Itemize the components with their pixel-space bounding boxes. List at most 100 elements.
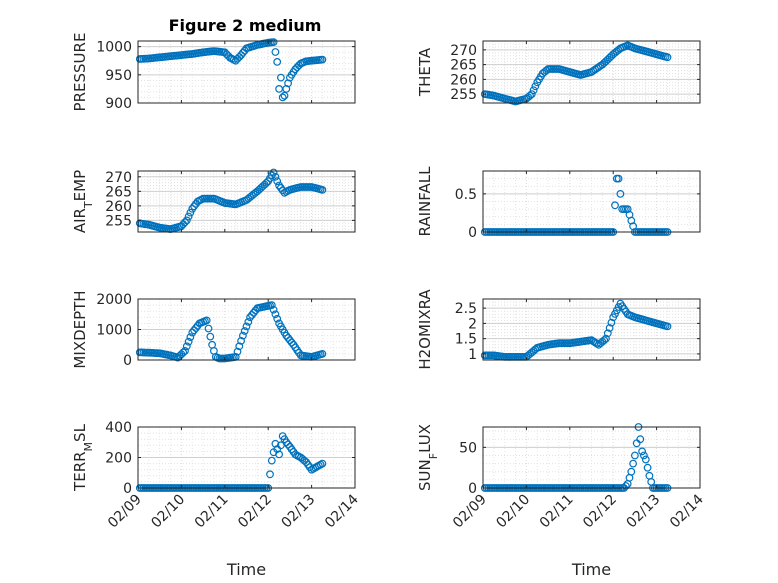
data-point xyxy=(663,53,672,62)
y-tick-label: 400 xyxy=(105,420,132,436)
x-tick-label: 02/09 xyxy=(105,492,145,532)
data-point xyxy=(526,91,534,100)
data-point xyxy=(271,310,280,319)
data-point xyxy=(602,334,610,343)
data-point xyxy=(318,350,327,358)
grid xyxy=(137,426,356,489)
y-tick-label: 0.5 xyxy=(455,187,477,203)
axes-box xyxy=(482,170,701,233)
data-point xyxy=(269,305,278,314)
data-point xyxy=(603,329,612,338)
data-point xyxy=(273,314,282,323)
y-tick-label: 2000 xyxy=(96,292,132,308)
data-point xyxy=(542,66,551,75)
grid xyxy=(482,170,701,233)
data-point xyxy=(318,185,327,194)
data-point xyxy=(641,455,650,464)
data-point xyxy=(249,308,258,317)
y-tick-label: 265 xyxy=(105,184,132,200)
y-tick-label: 0 xyxy=(123,481,132,497)
y-tick-label: 0 xyxy=(468,225,477,241)
series-points xyxy=(135,168,327,234)
x-tick-label: 02/11 xyxy=(537,492,577,532)
y-tick-label: 2 xyxy=(468,316,477,332)
y-tick-label: 260 xyxy=(105,199,132,215)
data-point xyxy=(240,327,249,335)
x-tick-label: 02/10 xyxy=(148,492,188,532)
data-point xyxy=(527,90,536,98)
data-point xyxy=(638,447,646,456)
data-point xyxy=(267,301,276,310)
data-point xyxy=(616,189,625,198)
y-axis-label: TERRMSL xyxy=(71,423,95,492)
y-tick-label: 1 xyxy=(468,347,477,363)
axes-box xyxy=(137,170,356,233)
y-tick-label: 265 xyxy=(450,58,477,74)
data-point xyxy=(244,318,253,326)
data-point xyxy=(531,82,540,91)
y-axis-label: SUNFLUX xyxy=(416,424,440,491)
data-point xyxy=(614,174,623,183)
grid xyxy=(482,40,701,104)
x-tick-label: 02/13 xyxy=(624,492,664,532)
data-point xyxy=(275,450,284,459)
y-tick-label: 255 xyxy=(450,87,477,103)
data-point xyxy=(238,331,247,340)
grid xyxy=(482,427,701,489)
x-tick-label: 02/10 xyxy=(493,492,533,532)
y-tick-label: 200 xyxy=(105,451,132,467)
y-tick-label: 2.5 xyxy=(455,301,477,317)
y-axis-label: THETA xyxy=(416,47,434,97)
data-point xyxy=(605,324,614,332)
data-point xyxy=(186,333,195,342)
data-point xyxy=(640,451,648,460)
data-point xyxy=(529,86,538,95)
x-tick-label: 02/12 xyxy=(235,492,275,532)
data-point xyxy=(235,342,244,351)
data-point xyxy=(280,91,289,100)
data-point xyxy=(271,439,280,448)
data-point xyxy=(631,451,639,460)
subplot-4: 0 0.5 RAINFALL xyxy=(416,166,701,241)
y-axis-label: PRESSURE xyxy=(71,33,89,112)
y-tick-label: 270 xyxy=(450,43,477,59)
data-point xyxy=(629,459,637,468)
y-tick-label: 950 xyxy=(105,68,132,84)
y-tick-label: 260 xyxy=(450,72,477,88)
data-point xyxy=(269,38,278,46)
data-point xyxy=(318,55,327,64)
data-point xyxy=(271,48,280,56)
data-point xyxy=(632,439,641,448)
y-tick-label: 1.5 xyxy=(455,332,477,348)
data-point xyxy=(181,218,189,227)
subplot-5: 0 1000 2000 MIXDEPTH xyxy=(71,290,356,369)
data-point xyxy=(242,322,251,331)
data-point xyxy=(181,347,189,355)
x-axis-label: Time xyxy=(571,560,611,579)
axes-box xyxy=(482,298,701,361)
series-points xyxy=(480,423,672,492)
series-points xyxy=(135,301,327,363)
axes-box xyxy=(137,40,356,104)
series-points xyxy=(135,432,327,492)
data-point xyxy=(237,337,246,345)
data-point xyxy=(182,342,191,351)
data-point xyxy=(611,201,619,210)
x-tick-label: 02/13 xyxy=(279,492,319,532)
y-tick-label: 1000 xyxy=(96,40,132,56)
data-point xyxy=(278,93,287,102)
y-tick-label: 50 xyxy=(459,440,477,456)
data-point xyxy=(182,216,191,225)
subplot-1: 900 950 1000 PRESSURE xyxy=(71,33,356,112)
data-point xyxy=(202,316,211,325)
data-point xyxy=(271,172,280,181)
data-point xyxy=(284,440,293,449)
y-axis-label: MIXDEPTH xyxy=(71,290,89,368)
data-point xyxy=(266,470,274,479)
data-point xyxy=(186,208,195,217)
figure-title: Figure 2 medium xyxy=(169,16,322,35)
y-tick-label: 900 xyxy=(105,96,132,112)
